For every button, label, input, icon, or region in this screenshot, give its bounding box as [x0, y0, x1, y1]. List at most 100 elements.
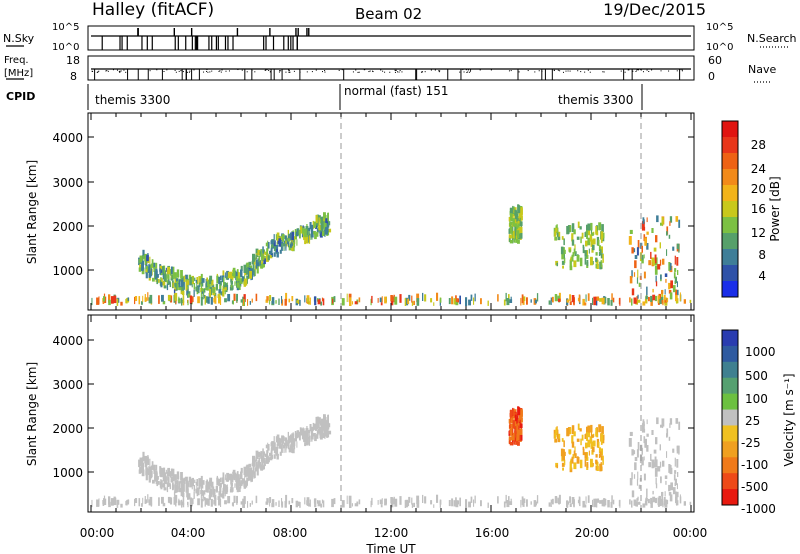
nave-dot	[424, 71, 426, 73]
data-cell	[166, 274, 168, 283]
colorbar-segment	[722, 361, 738, 379]
data-cell	[634, 260, 637, 269]
data-cell	[407, 298, 410, 305]
data-cell	[310, 434, 314, 440]
data-cell	[145, 265, 148, 271]
data-cell	[307, 227, 311, 231]
data-cell	[281, 296, 283, 304]
data-cell	[634, 462, 637, 471]
data-cell	[202, 496, 204, 502]
data-cell	[516, 223, 519, 230]
data-cell	[455, 299, 459, 306]
data-cell	[279, 236, 283, 241]
data-cell	[316, 228, 319, 234]
data-cell	[243, 501, 244, 508]
data-cell	[416, 293, 420, 303]
data-cell	[354, 503, 358, 507]
data-cell	[631, 500, 633, 508]
power-cbar-tick-12: 12	[751, 226, 766, 240]
data-cell	[273, 234, 275, 243]
power-colorbar: 28 24 20 16 12 8 4 Power [dB]	[721, 120, 782, 298]
data-cell	[240, 299, 243, 303]
data-cell	[174, 484, 177, 490]
data-cell	[305, 436, 309, 446]
data-cell	[566, 501, 570, 505]
data-cell	[325, 223, 329, 233]
data-cell	[563, 257, 566, 264]
data-cell	[631, 247, 634, 254]
data-cell	[323, 212, 326, 221]
data-cell	[674, 457, 676, 467]
data-cell	[191, 484, 193, 490]
nave-dot	[637, 69, 639, 71]
data-cell	[288, 500, 291, 505]
nave-dot	[225, 70, 227, 72]
data-cell	[512, 432, 515, 441]
data-cell	[612, 499, 615, 505]
data-cell	[166, 485, 169, 493]
data-cell	[656, 215, 659, 223]
data-cell	[512, 218, 515, 227]
data-cell	[96, 297, 100, 305]
nave-dot	[642, 71, 644, 73]
nave-dot	[469, 70, 471, 72]
data-cell	[163, 285, 167, 289]
data-cell	[223, 277, 225, 286]
data-cell	[674, 276, 677, 283]
data-cell	[652, 462, 655, 468]
data-cell	[139, 466, 142, 472]
data-cell	[646, 419, 648, 425]
data-cell	[210, 484, 212, 491]
data-cell	[505, 494, 507, 504]
data-cell	[405, 297, 409, 306]
data-cell	[172, 272, 175, 280]
data-cell	[596, 259, 599, 266]
data-cell	[237, 477, 241, 486]
data-cell	[487, 300, 489, 306]
nave-dot	[648, 71, 650, 73]
data-cell	[321, 230, 325, 237]
data-cell	[278, 238, 282, 247]
data-cell	[174, 480, 176, 489]
data-cell	[411, 497, 413, 505]
data-cell	[173, 491, 176, 496]
data-cell	[660, 222, 663, 226]
data-cell	[593, 296, 597, 306]
data-cell	[180, 472, 183, 480]
data-cell	[573, 462, 577, 470]
data-cell	[592, 238, 596, 245]
data-cell	[590, 458, 593, 468]
nave-dot	[306, 71, 308, 73]
data-cell	[251, 298, 253, 303]
data-cell	[243, 496, 246, 504]
power-data	[91, 204, 692, 306]
data-cell	[153, 469, 156, 474]
data-cell	[657, 301, 660, 305]
data-cell	[180, 481, 184, 489]
power-colorbar-frame	[721, 120, 739, 298]
data-cell	[585, 456, 589, 461]
data-cell	[592, 297, 594, 305]
cpid-strip: CPID themis 3300 normal (fast) 151 themi…	[6, 84, 643, 110]
data-cell	[249, 270, 252, 279]
data-cell	[668, 290, 672, 294]
data-cell	[668, 262, 671, 271]
data-cell	[641, 257, 644, 264]
data-cell	[234, 483, 236, 488]
data-cell	[571, 456, 574, 464]
nave-dot	[637, 69, 639, 71]
data-cell	[586, 250, 588, 257]
data-cell	[581, 434, 584, 441]
data-cell	[278, 298, 280, 305]
data-cell	[590, 424, 593, 433]
data-cell	[592, 446, 595, 453]
data-cell	[213, 494, 217, 500]
data-cell	[324, 417, 327, 422]
nave-dot	[372, 70, 374, 72]
nave-dot	[324, 70, 326, 72]
data-cell	[509, 207, 513, 214]
data-cell	[142, 255, 144, 260]
data-cell	[570, 458, 573, 463]
data-cell	[571, 233, 574, 242]
data-cell	[305, 226, 309, 235]
